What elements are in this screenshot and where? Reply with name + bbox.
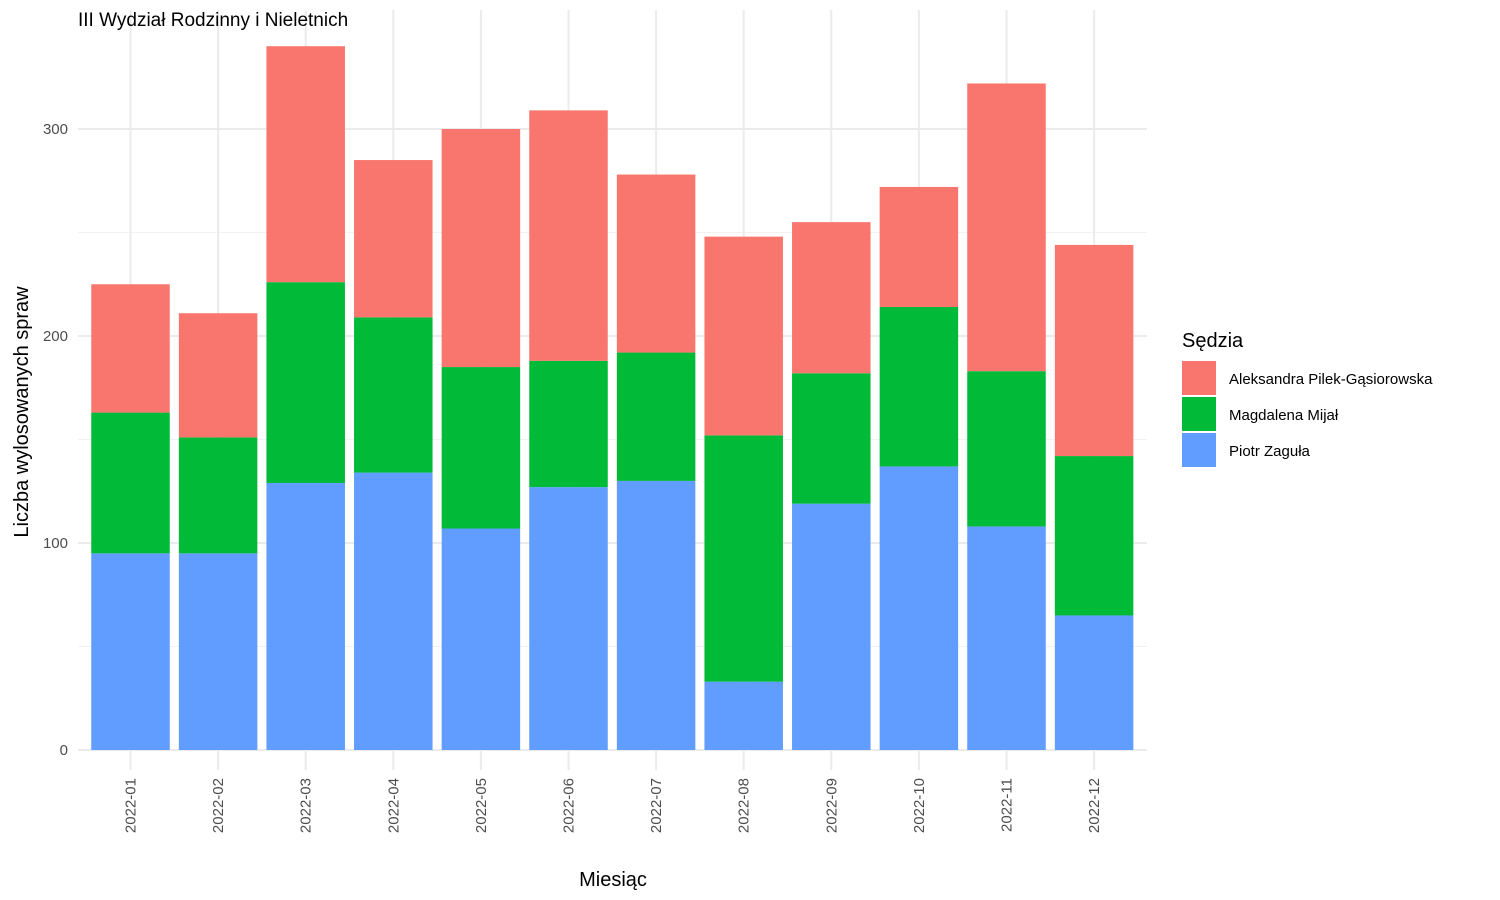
x-tick-label: 2022-04 <box>385 778 402 833</box>
bar-segment <box>91 284 170 413</box>
y-tick-label: 300 <box>43 121 68 138</box>
bar-segment <box>792 503 871 750</box>
bar-segment <box>441 528 521 750</box>
legend: Sędzia Aleksandra Pilek-Gąsiorowska Magda… <box>1182 330 1433 467</box>
bar-segment <box>178 313 258 438</box>
bar-segment <box>967 83 1046 372</box>
x-tick-label: 2022-06 <box>561 778 578 833</box>
bar-segment <box>441 367 521 529</box>
bar-segment <box>441 129 521 368</box>
bar-segment <box>879 466 959 750</box>
legend-label: Piotr Zaguła <box>1229 443 1311 460</box>
bar-segment <box>529 110 608 361</box>
legend-title: Sędzia <box>1182 330 1244 352</box>
bar-segment <box>529 487 608 750</box>
bar-segment <box>1054 615 1134 750</box>
x-tick-label: 2022-10 <box>911 778 928 833</box>
x-axis-title: Miesiąc <box>579 869 647 891</box>
bar-segment <box>616 174 696 353</box>
bar-segment <box>967 371 1046 527</box>
bar-segment <box>879 186 959 308</box>
bar-segment <box>178 437 258 554</box>
bar-segment <box>616 352 696 481</box>
bar-segment <box>792 373 871 504</box>
x-axis-ticks: 2022-01 2022-02 2022-03 2022-04 2022-05 2022-… <box>123 778 1104 833</box>
bar-segment <box>704 681 783 750</box>
y-axis-ticks: 0 100 200 300 <box>43 121 68 759</box>
bar-segment <box>91 553 170 750</box>
bar-segment <box>616 480 696 750</box>
x-tick-label: 2022-03 <box>298 778 315 833</box>
y-axis-title: Liczba wylosowanych spraw <box>11 286 33 538</box>
bar-segment <box>704 236 783 436</box>
x-tick-label: 2022-01 <box>123 778 140 833</box>
x-tick-label: 2022-02 <box>210 778 227 833</box>
x-tick-label: 2022-11 <box>999 778 1016 832</box>
bar-segment <box>266 46 345 283</box>
legend-key <box>1182 361 1216 395</box>
bar-segment <box>178 553 258 750</box>
bar-segment <box>967 526 1046 750</box>
bar-segment <box>704 435 783 682</box>
bar-segment <box>1054 456 1134 616</box>
x-tick-label: 2022-12 <box>1086 778 1103 833</box>
y-tick-label: 200 <box>43 328 68 345</box>
bar-segment <box>266 482 345 750</box>
x-tick-label: 2022-09 <box>823 778 840 833</box>
legend-key <box>1182 433 1216 467</box>
bar-segment <box>1054 244 1134 457</box>
chart-title: III Wydział Rodzinny i Nieletnich <box>78 10 348 31</box>
bar-segment <box>354 160 433 318</box>
bar-segment <box>354 317 433 473</box>
bar-segment <box>266 282 345 483</box>
y-tick-label: 100 <box>43 535 68 552</box>
bar-segment <box>529 360 608 488</box>
x-tick-label: 2022-05 <box>473 778 490 833</box>
bars <box>91 46 1134 750</box>
x-tick-label: 2022-08 <box>736 778 753 833</box>
bar-segment <box>879 307 959 467</box>
legend-label: Aleksandra Pilek-Gąsiorowska <box>1229 371 1433 388</box>
y-tick-label: 0 <box>60 742 68 759</box>
x-tick-label: 2022-07 <box>648 778 665 833</box>
bar-segment <box>354 472 433 750</box>
bar-segment <box>91 412 170 554</box>
legend-label: Magdalena Mijał <box>1229 407 1339 424</box>
bar-segment <box>792 222 871 374</box>
legend-key <box>1182 397 1216 431</box>
